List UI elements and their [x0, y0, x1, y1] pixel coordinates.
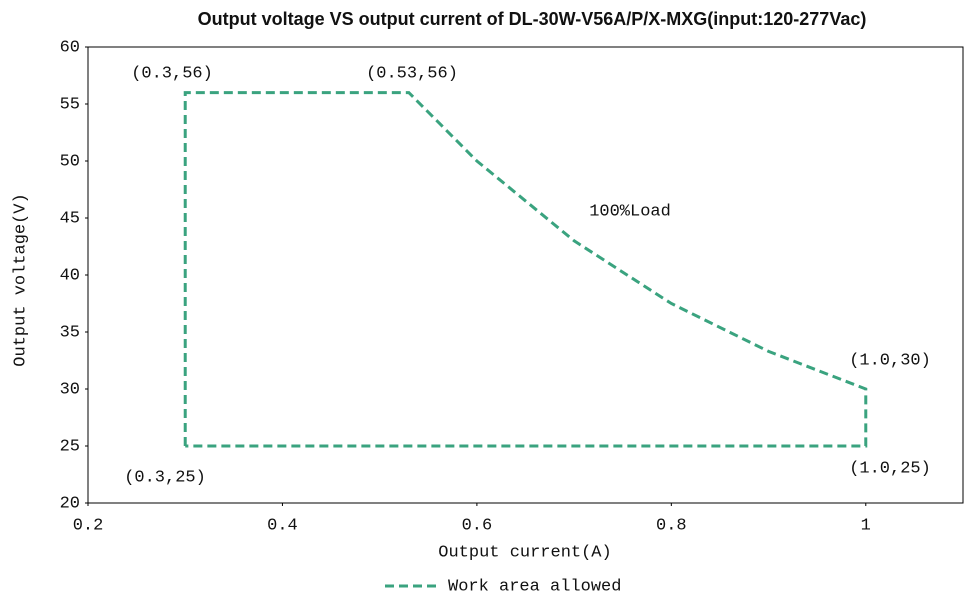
legend-label: Work area allowed	[448, 577, 621, 596]
annotation: 100%Load	[589, 202, 671, 221]
annotation: (0.3,25)	[124, 468, 206, 487]
x-tick-label: 0.2	[73, 516, 104, 535]
x-tick-label: 0.8	[656, 516, 687, 535]
y-tick-label: 35	[60, 323, 80, 342]
y-axis-label: Output voltage(V)	[11, 193, 30, 366]
annotation: (0.3,56)	[131, 64, 213, 83]
x-tick-label: 1	[861, 516, 871, 535]
y-tick-label: 60	[60, 38, 80, 57]
x-tick-label: 0.4	[267, 516, 298, 535]
y-tick-label: 25	[60, 437, 80, 456]
y-tick-label: 30	[60, 380, 80, 399]
series-line	[183, 91, 868, 448]
annotation: (1.0,30)	[849, 351, 931, 370]
annotation: (0.53,56)	[366, 64, 458, 83]
y-tick-label: 50	[60, 152, 80, 171]
y-tick-label: 55	[60, 95, 80, 114]
x-tick-label: 0.6	[462, 516, 493, 535]
plot-frame	[87, 46, 964, 504]
annotation: (1.0,25)	[849, 459, 931, 478]
y-tick-label: 20	[60, 494, 80, 513]
y-tick-label: 40	[60, 266, 80, 285]
y-tick-label: 45	[60, 209, 80, 228]
chart-title: Output voltage VS output current of DL-3…	[198, 9, 867, 29]
x-axis-label: Output current(A)	[438, 543, 611, 562]
